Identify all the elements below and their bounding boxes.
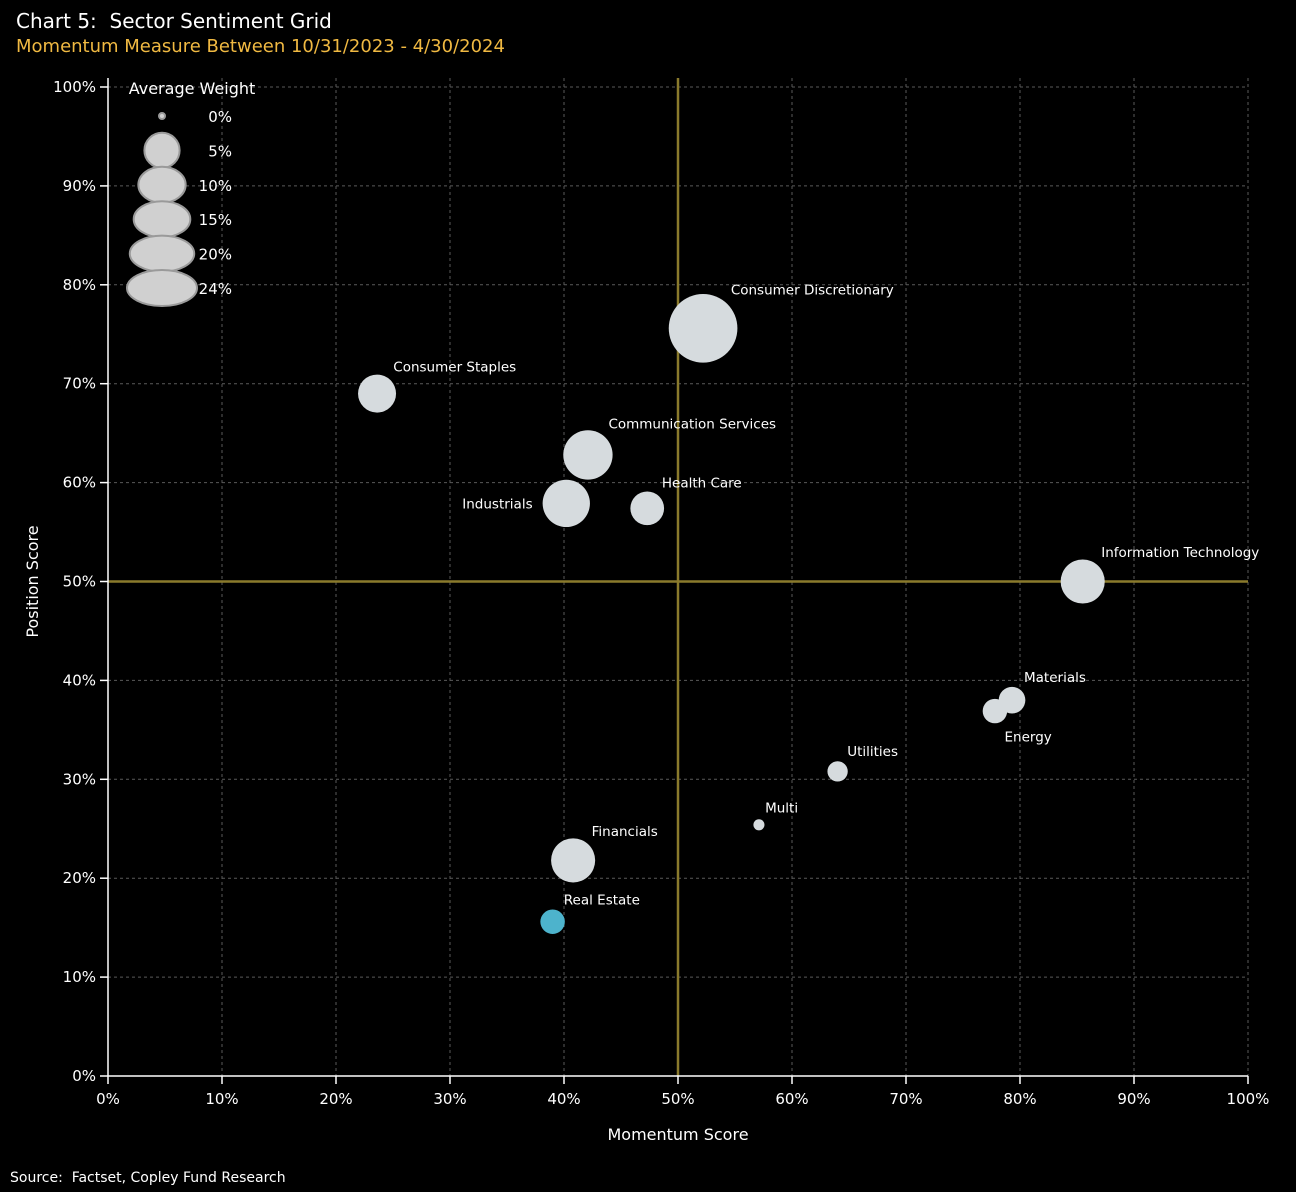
- axes: 0% 10% 20% 30% 40% 50% 60% 70% 80% 90% 100% 0% 10% 20…: [53, 78, 1269, 1108]
- x-tick-label: 80%: [1003, 1090, 1036, 1108]
- label-multi: Multi: [765, 801, 798, 817]
- bubble-communication-services[interactable]: [563, 430, 613, 480]
- legend: Average Weight 0% 5% 10% 15% 20% 24%: [126, 79, 256, 307]
- bubble-health-care[interactable]: [630, 491, 665, 526]
- bubble-consumer-discretionary[interactable]: [668, 293, 738, 363]
- legend-label: 24%: [199, 280, 232, 298]
- x-tick-label: 70%: [889, 1090, 922, 1108]
- y-tick-label: 50%: [63, 573, 96, 591]
- legend-bubble: [137, 165, 187, 204]
- x-tick-label: 50%: [661, 1090, 694, 1108]
- bubble-industrials[interactable]: [542, 479, 590, 528]
- x-tick-label: 40%: [547, 1090, 580, 1108]
- legend-bubble: [143, 131, 181, 170]
- legend-label: 15%: [199, 211, 232, 229]
- bubble-multi[interactable]: [753, 819, 765, 831]
- reference-lines: [108, 78, 1248, 1076]
- y-axis-title: Position Score: [23, 525, 42, 637]
- legend-label: 10%: [199, 177, 232, 195]
- label-materials: Materials: [1024, 670, 1086, 686]
- label-industrials: Industrials: [462, 496, 532, 512]
- label-consumer-staples: Consumer Staples: [393, 359, 516, 375]
- legend-title: Average Weight: [129, 79, 256, 98]
- y-tick-label: 70%: [63, 375, 96, 393]
- y-tick-label: 30%: [63, 770, 96, 788]
- chart-subtitle: Momentum Measure Between 10/31/2023 - 4/…: [16, 36, 505, 57]
- x-tick-label: 10%: [205, 1090, 238, 1108]
- bubble-real-estate[interactable]: [540, 909, 565, 934]
- y-tick-label: 20%: [63, 869, 96, 887]
- x-tick-label: 60%: [775, 1090, 808, 1108]
- legend-bubble: [128, 234, 196, 273]
- legend-label: 20%: [199, 246, 232, 264]
- x-tick-label: 100%: [1227, 1090, 1270, 1108]
- y-tick-label: 80%: [63, 276, 96, 294]
- x-tick-label: 20%: [319, 1090, 352, 1108]
- legend-bubble: [132, 200, 192, 239]
- bubble-energy[interactable]: [982, 698, 1008, 724]
- x-tick-label: 0%: [96, 1090, 120, 1108]
- label-communication-services: Communication Services: [608, 416, 776, 432]
- label-consumer-discretionary: Consumer Discretionary: [731, 283, 894, 299]
- label-energy: Energy: [1004, 729, 1051, 745]
- bubbles: [358, 293, 1105, 934]
- x-axis-title: Momentum Score: [607, 1125, 748, 1144]
- y-tick-label: 90%: [63, 177, 96, 195]
- y-tick-label: 10%: [63, 968, 96, 986]
- legend-label: 5%: [208, 142, 232, 160]
- legend-label: 0%: [208, 108, 232, 126]
- bubble-information-technology[interactable]: [1060, 559, 1105, 604]
- label-utilities: Utilities: [847, 744, 898, 760]
- point-labels: Consumer Discretionary Consumer Staples Co…: [393, 283, 1259, 909]
- label-real-estate: Real Estate: [564, 893, 640, 909]
- y-tick-label: 0%: [72, 1067, 96, 1085]
- y-tick-label: 60%: [63, 474, 96, 492]
- x-tick-label: 30%: [433, 1090, 466, 1108]
- x-tick-label: 90%: [1117, 1090, 1150, 1108]
- label-financials: Financials: [592, 824, 658, 840]
- y-tick-label: 40%: [63, 671, 96, 689]
- legend-bubble: [126, 269, 198, 307]
- chart-title: Chart 5: Sector Sentiment Grid: [16, 9, 332, 33]
- bubble-consumer-staples[interactable]: [358, 374, 397, 413]
- label-information-technology: Information Technology: [1101, 545, 1259, 561]
- source-note: Source: Factset, Copley Fund Research: [10, 1170, 286, 1186]
- label-health-care: Health Care: [662, 476, 742, 492]
- bubble-utilities[interactable]: [827, 761, 848, 782]
- legend-bubble: [158, 112, 166, 120]
- bubble-financials[interactable]: [551, 838, 596, 883]
- y-tick-label: 100%: [53, 78, 96, 96]
